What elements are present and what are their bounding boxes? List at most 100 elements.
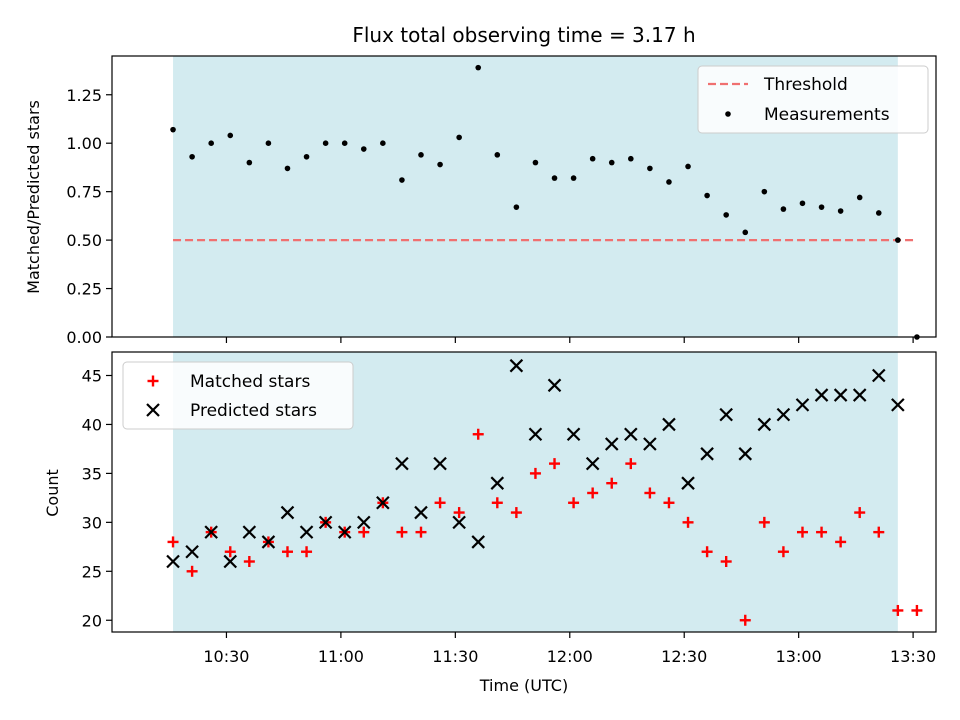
matched-star-point: [777, 546, 789, 558]
predicted-star-point-b: [166, 554, 180, 569]
matched-star-point: [472, 428, 484, 440]
measurement-point: [303, 153, 310, 160]
measurement-point-shape: [551, 175, 558, 181]
legend-predicted-label: Predicted stars: [190, 401, 317, 421]
matched-star-point: [415, 526, 427, 538]
predicted-star-point: [547, 378, 562, 393]
matched-star-point: [587, 487, 599, 499]
predicted-star-point-b: [395, 456, 409, 471]
legend-matched-label: Matched stars: [190, 372, 310, 392]
matched-star-point: [682, 516, 694, 528]
measurement-point: [799, 200, 806, 207]
measurement-point-shape: [380, 140, 386, 147]
predicted-star-point: [204, 525, 218, 539]
measurement-point: [418, 152, 424, 158]
legend-measurements-swatch: [725, 111, 731, 117]
measurement-point: [456, 134, 462, 141]
chart-title: Flux total observing time = 3.17 h: [352, 23, 695, 47]
matched-star-point: [396, 526, 408, 538]
matched-star-point: [510, 507, 522, 519]
measurement-point: [742, 229, 749, 236]
measurement-point-shape: [513, 204, 520, 210]
measurement-point-shape: [628, 155, 634, 162]
predicted-star-point: [490, 476, 505, 490]
predicted-star-point-b: [185, 544, 199, 559]
matched-star-point: [434, 497, 446, 509]
predicted-star-point-b: [795, 398, 810, 412]
predicted-star-point: [566, 427, 581, 442]
measurement-point-shape: [265, 140, 272, 147]
predicted-stars-points: [166, 358, 905, 569]
matched-star-point: [453, 507, 465, 519]
matched-star-point: [491, 497, 503, 509]
predicted-star-point: [318, 515, 333, 530]
matched-star-point: [243, 556, 255, 568]
measurement-point: [628, 155, 634, 162]
matched-star-point: [892, 604, 904, 616]
predicted-star-point: [891, 398, 905, 412]
measurement-point: [666, 179, 672, 185]
measurement-point-shape: [742, 229, 749, 236]
top-legend: Threshold Measurements: [697, 65, 929, 134]
measurement-point-shape: [761, 188, 768, 195]
predicted-star-point-b: [490, 476, 505, 490]
top-ytick-label: 0.75: [66, 183, 102, 202]
measurement-point-shape: [589, 155, 596, 162]
bottom-xlabel: Time (UTC): [479, 676, 568, 695]
legend-threshold-label: Threshold: [763, 75, 848, 95]
measurement-point: [608, 159, 615, 166]
legend-matched-swatch: [147, 375, 159, 387]
predicted-star-point: [299, 525, 314, 539]
measurement-point: [532, 159, 539, 166]
legend-measurements-label: Measurements: [764, 105, 890, 125]
legend-predicted-swatch-b: [146, 403, 160, 417]
predicted-star-point: [795, 398, 810, 412]
measurement-point-shape: [322, 140, 329, 147]
measurement-point: [208, 140, 214, 147]
predicted-star-point-b: [204, 525, 218, 539]
predicted-star-point: [700, 447, 714, 461]
predicted-star-point-b: [356, 515, 371, 530]
measurement-point: [284, 165, 291, 172]
bottom-legend-box: [122, 361, 354, 430]
measurement-point: [704, 192, 710, 199]
matched-star-point: [167, 536, 179, 548]
predicted-star-point: [242, 525, 257, 539]
legend-measurements-swatch-shape: [725, 111, 731, 117]
predicted-star-point-b: [337, 525, 352, 539]
measurement-points: [170, 64, 920, 340]
predicted-star-point-b: [585, 456, 600, 471]
matched-star-point: [701, 546, 713, 558]
predicted-star-point: [719, 407, 733, 422]
predicted-star-point-b: [528, 427, 543, 442]
matched-star-point: [625, 458, 637, 470]
measurement-point-shape: [532, 159, 539, 166]
measurement-point: [246, 159, 253, 166]
predicted-star-point-b: [280, 505, 295, 520]
measurement-point: [723, 212, 729, 218]
predicted-star-point-b: [624, 427, 638, 442]
measurement-point-shape: [399, 177, 405, 183]
measurement-point: [341, 140, 348, 147]
measurement-point-shape: [875, 210, 882, 216]
measurement-point: [513, 204, 520, 210]
predicted-star-point: [814, 388, 829, 402]
matched-star-point: [529, 467, 541, 479]
measurement-point-shape: [608, 159, 615, 166]
measurement-point: [437, 161, 443, 168]
measurement-point: [475, 64, 482, 71]
matched-star-point: [739, 614, 751, 626]
predicted-star-point: [166, 554, 180, 569]
measurement-point-shape: [685, 163, 691, 170]
predicted-star-point: [585, 456, 600, 471]
predicted-star-point-b: [814, 388, 829, 402]
predicted-star-point: [223, 554, 238, 569]
matched-star-point: [549, 458, 561, 470]
predicted-star-point: [643, 437, 657, 451]
bottom-xtick-label: 13:30: [890, 647, 936, 666]
predicted-star-point-b: [776, 407, 791, 422]
top-ytick-label: 0.00: [66, 328, 102, 347]
measurement-point: [380, 140, 386, 147]
legend-predicted-swatch: [146, 403, 160, 417]
matched-star-point: [873, 526, 885, 538]
